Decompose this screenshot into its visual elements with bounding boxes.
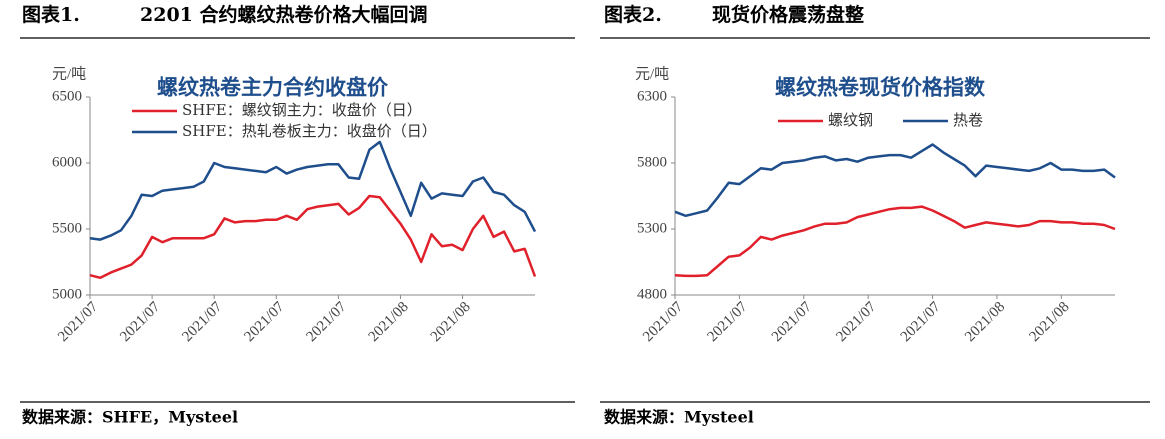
x-tick-label: 2021/07 — [769, 299, 815, 345]
x-tick-label: 2021/08 — [962, 299, 1008, 345]
x-tick-label: 2021/07 — [640, 299, 686, 345]
source: 数据来源：SHFE，Mysteel — [22, 408, 238, 427]
x-tick-label: 2021/07 — [241, 299, 287, 345]
figure-label: 图表1. — [22, 3, 80, 26]
x-tick-label: 2021/08 — [366, 299, 412, 345]
figure-caption: 2201 合约螺纹热卷价格大幅回调 — [140, 3, 428, 26]
legend-label: SHFE：热轧卷板主力：收盘价（日） — [182, 122, 437, 140]
series-line — [89, 194, 537, 280]
legend-label: SHFE：螺纹钢主力：收盘价（日） — [182, 101, 422, 119]
source: 数据来源：Mysteel — [604, 408, 754, 427]
x-tick-label: 2021/07 — [117, 299, 163, 345]
y-tick-label: 6500 — [52, 88, 82, 104]
x-tick-label: 2021/08 — [1027, 299, 1073, 345]
x-tick-label: 2021/07 — [304, 299, 350, 345]
y-tick-label: 5000 — [52, 286, 82, 302]
chart-title: 螺纹热卷现货价格指数 — [775, 75, 986, 100]
figure-caption: 现货价格震荡盘整 — [712, 3, 864, 26]
legend-label: 螺纹钢 — [828, 111, 873, 129]
y-tick-label: 4800 — [637, 286, 667, 302]
x-tick-label: 2021/07 — [179, 299, 225, 345]
y-tick-label: 6300 — [637, 88, 667, 104]
y-unit: 元/吨 — [52, 65, 86, 82]
y-tick-label: 5500 — [52, 220, 82, 236]
x-tick-label: 2021/07 — [705, 299, 751, 345]
legend-label: 热卷 — [953, 111, 983, 129]
series-line — [674, 143, 1116, 218]
chart-title: 螺纹热卷主力合约收盘价 — [157, 75, 389, 100]
x-tick-label: 2021/07 — [833, 299, 879, 345]
y-tick-label: 6000 — [52, 154, 82, 170]
series-line — [89, 140, 537, 241]
x-tick-label: 2021/07 — [55, 299, 101, 345]
figure-label: 图表2. — [604, 3, 662, 26]
x-tick-label: 2021/07 — [898, 299, 944, 345]
y-tick-label: 5300 — [637, 220, 667, 236]
y-tick-label: 5800 — [637, 154, 667, 170]
y-unit: 元/吨 — [635, 65, 669, 82]
x-tick-label: 2021/08 — [428, 299, 474, 345]
series-line — [674, 205, 1116, 278]
